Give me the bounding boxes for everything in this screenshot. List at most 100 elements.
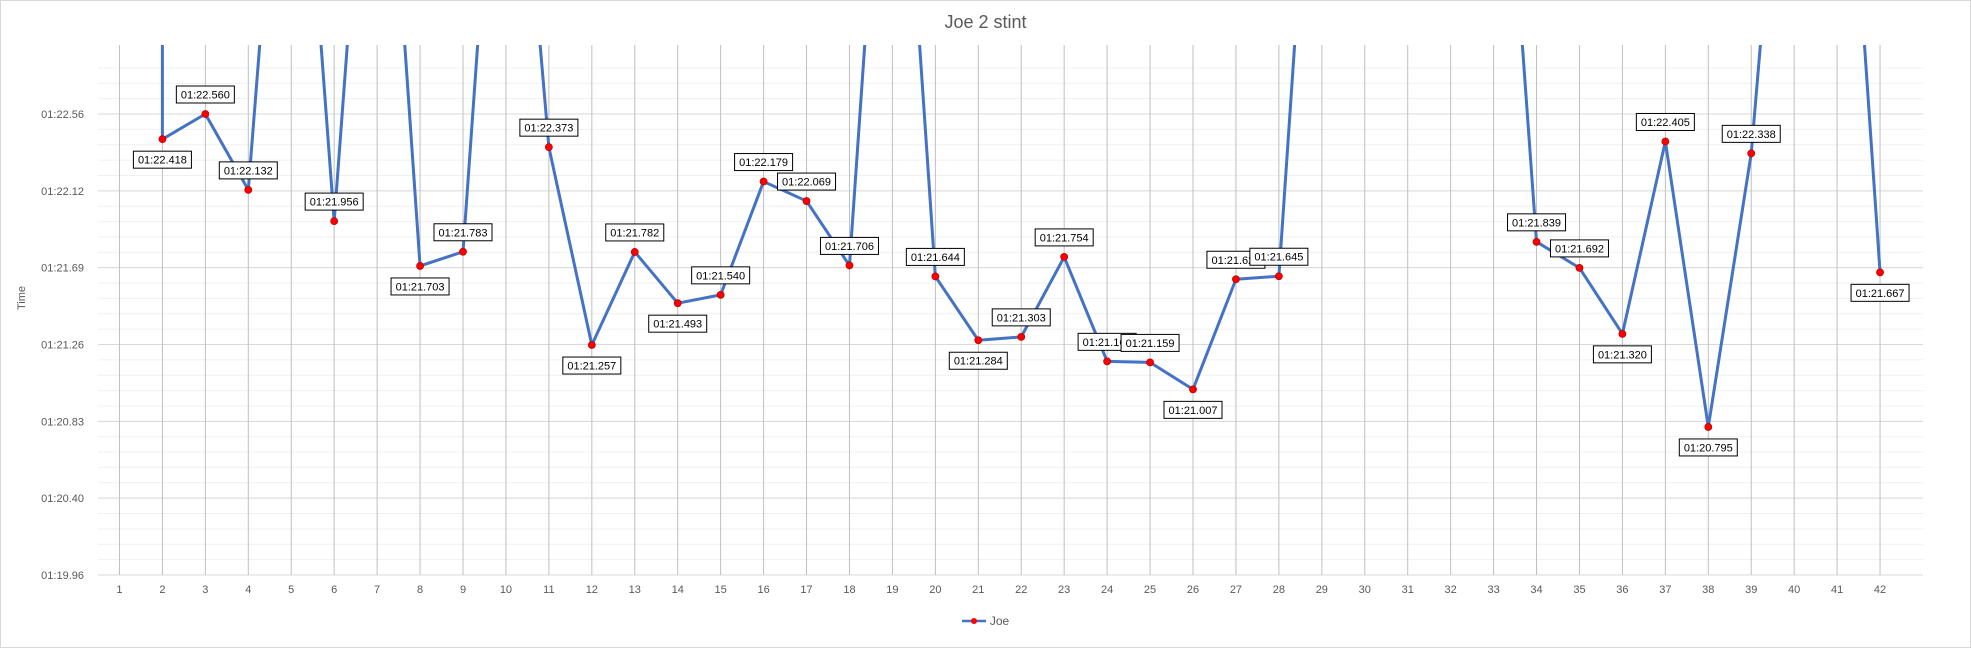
series-segment	[1234, 274, 1281, 281]
data-point	[587, 341, 596, 349]
x-tick-label: 31	[1402, 584, 1414, 596]
data-label: 01:21.956	[304, 192, 364, 211]
data-label-text: 01:21.645	[1254, 252, 1303, 264]
x-tick-label: 21	[972, 584, 984, 596]
data-label: 01:21.303	[991, 308, 1051, 327]
data-label: 01:21.007	[1163, 400, 1223, 419]
legend-label: Joe	[989, 614, 1010, 628]
data-point	[1060, 253, 1069, 261]
data-point	[1103, 357, 1112, 366]
y-tick-label: 01:19.96	[41, 570, 84, 582]
data-label-text: 01:22.069	[782, 177, 831, 189]
series-segment-offscale	[1862, 45, 1882, 273]
series-segment-offscale	[918, 45, 937, 277]
x-tick-label: 19	[886, 584, 898, 596]
data-label-box	[304, 192, 364, 211]
data-label-box	[819, 236, 879, 255]
data-label-text: 01:20.795	[1684, 442, 1733, 454]
series-segment	[1620, 139, 1667, 336]
series-segment	[590, 250, 637, 347]
data-label-text: 01:21.706	[825, 241, 874, 253]
data-label: 01:22.560	[175, 85, 235, 104]
x-tick-label: 22	[1015, 584, 1027, 596]
series-segment	[633, 250, 680, 305]
data-label: 01:21.320	[1592, 345, 1652, 364]
data-label: 01:21.783	[433, 223, 493, 242]
data-label: 01:22.132	[218, 161, 278, 180]
series-segment	[762, 180, 809, 203]
data-label-box	[605, 223, 665, 242]
x-tick-label: 18	[843, 584, 855, 596]
data-label: 01:21.493	[648, 314, 708, 333]
series-segment-offscale	[246, 45, 262, 191]
data-point	[459, 247, 467, 256]
series-segment-offscale	[847, 45, 867, 266]
x-tick-label: 26	[1187, 584, 1199, 596]
x-tick-label: 40	[1788, 584, 1800, 596]
x-tick-label: 37	[1659, 584, 1671, 596]
data-label-text: 01:21.284	[954, 356, 1003, 368]
data-label: 01:21.754	[1034, 228, 1094, 247]
x-tick-label: 13	[629, 584, 641, 596]
x-tick-label: 10	[500, 584, 512, 596]
data-label-box	[905, 247, 965, 266]
data-point	[330, 217, 339, 225]
data-point	[1189, 385, 1197, 394]
data-label-text: 01:21.007	[1169, 405, 1218, 417]
x-tick-label: 42	[1874, 584, 1886, 596]
data-label-text: 01:21.644	[911, 252, 960, 264]
data-label: 01:21.692	[1549, 239, 1609, 258]
data-point	[1618, 329, 1627, 338]
series-segment	[1105, 359, 1152, 364]
data-label: 01:21.540	[691, 266, 751, 285]
data-point	[845, 261, 854, 270]
data-point	[802, 197, 811, 205]
x-tick-label: 25	[1144, 584, 1156, 596]
data-label-text: 01:21.692	[1555, 243, 1604, 255]
data-label: 01:20.795	[1678, 438, 1738, 457]
data-label: 01:22.338	[1721, 124, 1781, 143]
y-tick-label: 01:22.12	[41, 186, 84, 198]
data-point	[1661, 137, 1670, 146]
data-label-text: 01:21.303	[997, 312, 1046, 324]
series-segment	[976, 335, 1023, 342]
x-tick-label: 28	[1273, 584, 1285, 596]
data-label-text: 01:21.782	[610, 227, 659, 239]
data-label: 01:22.405	[1635, 112, 1695, 131]
data-point	[158, 135, 167, 144]
x-tick-label: 15	[715, 584, 727, 596]
data-point	[1876, 268, 1884, 277]
x-tick-label: 3	[202, 584, 208, 596]
legend-line-marker-icon	[961, 618, 986, 624]
data-label-box	[648, 314, 708, 333]
x-tick-label: 2	[159, 584, 165, 596]
data-point	[716, 290, 725, 299]
y-tick-label: 01:20.83	[41, 416, 84, 428]
data-point	[931, 272, 940, 281]
data-label-text: 01:21.783	[439, 227, 488, 239]
data-label-box	[1034, 228, 1094, 247]
data-point	[974, 336, 983, 345]
y-tick-label: 01:21.26	[41, 340, 84, 352]
data-point	[673, 299, 682, 308]
data-point	[201, 110, 210, 118]
x-tick-label: 14	[672, 584, 684, 596]
data-point	[1532, 237, 1541, 246]
series-segment-offscale	[1277, 45, 1297, 277]
data-label: 01:22.179	[734, 153, 794, 172]
data-label-text: 01:22.418	[138, 155, 187, 167]
data-label-box	[132, 150, 192, 169]
x-tick-label: 16	[757, 584, 769, 596]
data-label-box	[1249, 247, 1309, 266]
data-label-text: 01:21.159	[1126, 338, 1175, 350]
x-tick-label: 1	[116, 584, 122, 596]
series-segment-offscale	[1520, 45, 1539, 242]
series-segment	[1577, 266, 1624, 336]
data-label-text: 01:22.405	[1641, 117, 1690, 129]
series-segment	[160, 112, 207, 141]
x-tick-label: 30	[1359, 584, 1371, 596]
x-tick-label: 23	[1058, 584, 1070, 596]
series-segment-offscale	[403, 45, 422, 267]
data-point	[244, 185, 253, 194]
data-label-text: 01:22.338	[1727, 129, 1776, 141]
